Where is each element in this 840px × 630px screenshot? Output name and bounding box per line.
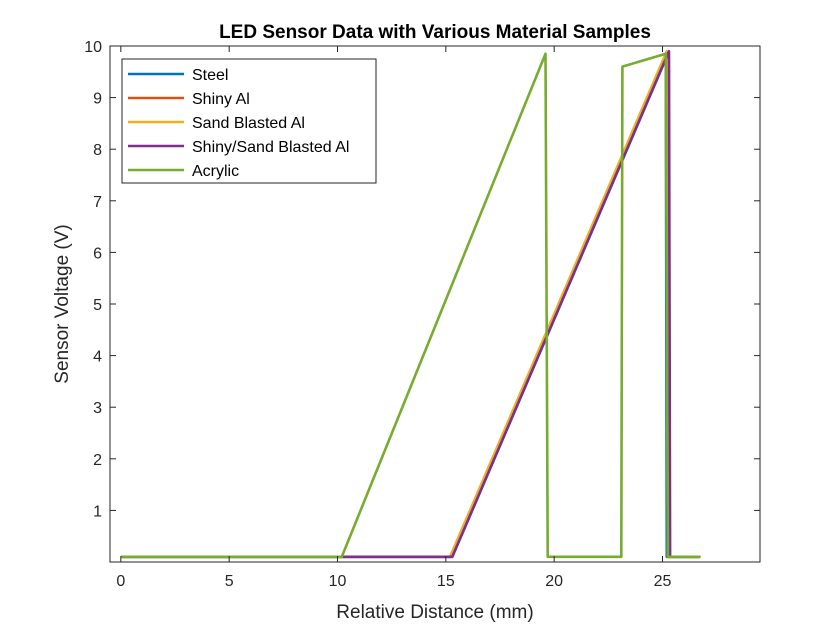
- y-tick-label: 3: [93, 400, 102, 417]
- x-tick-label: 20: [545, 573, 563, 590]
- legend-entry-label: Shiny/Sand Blasted Al: [192, 139, 349, 156]
- x-tick-label: 25: [654, 573, 672, 590]
- x-tick-label: 0: [116, 573, 125, 590]
- y-tick-label: 7: [93, 194, 102, 211]
- y-tick-label: 10: [84, 39, 102, 56]
- series-line-acrylic: [120, 52, 701, 559]
- chart-title: LED Sensor Data with Various Material Sa…: [219, 22, 651, 43]
- y-tick-label: 2: [93, 452, 102, 469]
- legend-entry-label: Sand Blasted Al: [192, 115, 305, 132]
- y-tick-label: 6: [93, 245, 102, 262]
- y-tick-label: 8: [93, 142, 102, 159]
- y-tick-label: 9: [93, 91, 102, 108]
- x-tick-label: 5: [225, 573, 234, 590]
- series-layer: [120, 49, 701, 559]
- y-tick-label: 5: [93, 297, 102, 314]
- y-axis: 1 2 3 4 5 6 7 8 9 10: [84, 39, 760, 520]
- legend-entry-label: Acrylic: [192, 163, 239, 180]
- y-tick-label: 4: [93, 349, 102, 366]
- legend: Steel Shiny Al Sand Blasted Al Shiny/Sand B…: [121, 58, 377, 184]
- y-tick-label: 1: [93, 503, 102, 520]
- legend-entry-label: Steel: [192, 67, 228, 84]
- legend-entry-label: Shiny Al: [192, 91, 250, 108]
- x-tick-label: 10: [329, 573, 347, 590]
- x-axis-label: Relative Distance (mm): [336, 602, 533, 623]
- x-axis: 0 5 10 15 20 25: [116, 46, 672, 590]
- x-tick-label: 15: [437, 573, 455, 590]
- y-axis-label: Sensor Voltage (V): [52, 224, 73, 383]
